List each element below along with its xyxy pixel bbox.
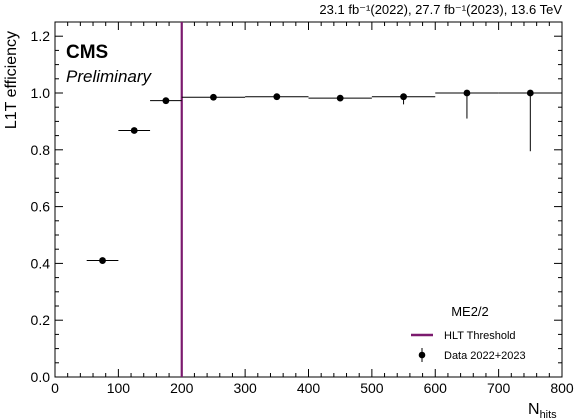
x-axis-label-main: N bbox=[528, 401, 540, 418]
data-point bbox=[130, 127, 138, 134]
y-tick-label: 0.6 bbox=[31, 199, 51, 215]
x-tick-label: 500 bbox=[360, 380, 384, 396]
data-point bbox=[526, 89, 534, 97]
y-tick-label: 0.4 bbox=[31, 255, 51, 271]
x-tick-label: 800 bbox=[550, 380, 574, 396]
y-tick-label: 1.0 bbox=[31, 85, 51, 101]
data-point bbox=[162, 97, 170, 105]
x-tick-label: 0 bbox=[51, 380, 59, 396]
legend: ME2/2 HLT Threshold Data 2022+2023 bbox=[411, 304, 526, 362]
y-tick-label: 1.2 bbox=[31, 28, 51, 44]
x-tick-label: 600 bbox=[424, 380, 448, 396]
y-tick-label: 0.8 bbox=[31, 142, 51, 158]
data-point bbox=[99, 257, 106, 264]
x-tick-label: 700 bbox=[487, 380, 511, 396]
luminosity-label: 23.1 fb⁻¹(2022), 27.7 fb⁻¹(2023), 13.6 T… bbox=[319, 2, 562, 17]
cms-label: CMS bbox=[66, 42, 108, 63]
y-tick-label: 0.2 bbox=[31, 312, 51, 328]
data-point bbox=[463, 89, 471, 97]
x-tick-label: 300 bbox=[233, 380, 257, 396]
legend-threshold-label: HLT Threshold bbox=[444, 330, 516, 342]
legend-data-label: Data 2022+2023 bbox=[444, 350, 526, 362]
x-axis-label: Nhits bbox=[528, 401, 557, 420]
data-point bbox=[210, 93, 217, 101]
legend-data-swatch bbox=[418, 348, 426, 362]
preliminary-label: Preliminary bbox=[66, 67, 153, 86]
x-tick-label: 100 bbox=[107, 380, 131, 396]
x-tick-label: 200 bbox=[170, 380, 194, 396]
y-tick-label: 0.0 bbox=[31, 369, 51, 385]
y-axis-label: L1T efficiency bbox=[3, 31, 20, 129]
x-axis-label-subscript: hits bbox=[540, 409, 558, 420]
data-point bbox=[400, 93, 407, 101]
x-tick-label: 400 bbox=[297, 380, 321, 396]
plot-area: 0 100 200 300 400 500 600 700 800 0.0 0.2 0.4 0.6 0.8… bbox=[31, 21, 574, 396]
legend-title: ME2/2 bbox=[451, 304, 489, 319]
data-point bbox=[273, 93, 281, 101]
data-point bbox=[336, 94, 344, 102]
